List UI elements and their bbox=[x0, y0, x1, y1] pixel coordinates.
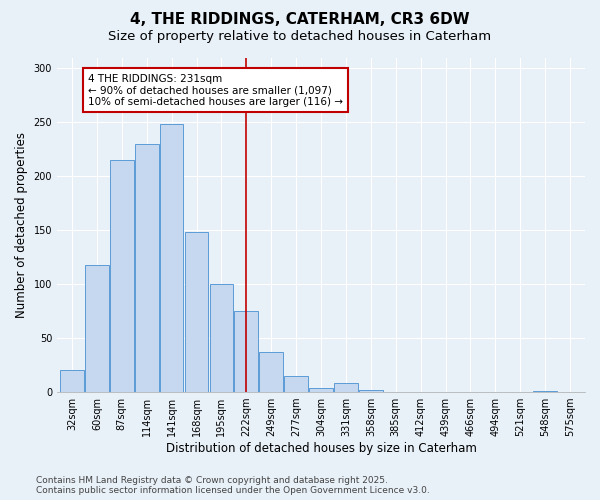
Bar bbox=[334, 384, 358, 392]
Text: 4 THE RIDDINGS: 231sqm
← 90% of detached houses are smaller (1,097)
10% of semi-: 4 THE RIDDINGS: 231sqm ← 90% of detached… bbox=[88, 74, 343, 107]
Bar bbox=[309, 388, 333, 392]
Bar bbox=[235, 311, 258, 392]
Bar bbox=[359, 390, 383, 392]
Bar bbox=[284, 376, 308, 392]
Text: 4, THE RIDDINGS, CATERHAM, CR3 6DW: 4, THE RIDDINGS, CATERHAM, CR3 6DW bbox=[130, 12, 470, 28]
Bar bbox=[110, 160, 134, 392]
Bar bbox=[209, 284, 233, 392]
X-axis label: Distribution of detached houses by size in Caterham: Distribution of detached houses by size … bbox=[166, 442, 476, 455]
Bar bbox=[185, 232, 208, 392]
Bar bbox=[533, 391, 557, 392]
Bar bbox=[85, 264, 109, 392]
Text: Size of property relative to detached houses in Caterham: Size of property relative to detached ho… bbox=[109, 30, 491, 43]
Bar bbox=[135, 144, 158, 392]
Bar bbox=[60, 370, 84, 392]
Text: Contains HM Land Registry data © Crown copyright and database right 2025.
Contai: Contains HM Land Registry data © Crown c… bbox=[36, 476, 430, 495]
Bar bbox=[160, 124, 184, 392]
Y-axis label: Number of detached properties: Number of detached properties bbox=[15, 132, 28, 318]
Bar bbox=[259, 352, 283, 392]
